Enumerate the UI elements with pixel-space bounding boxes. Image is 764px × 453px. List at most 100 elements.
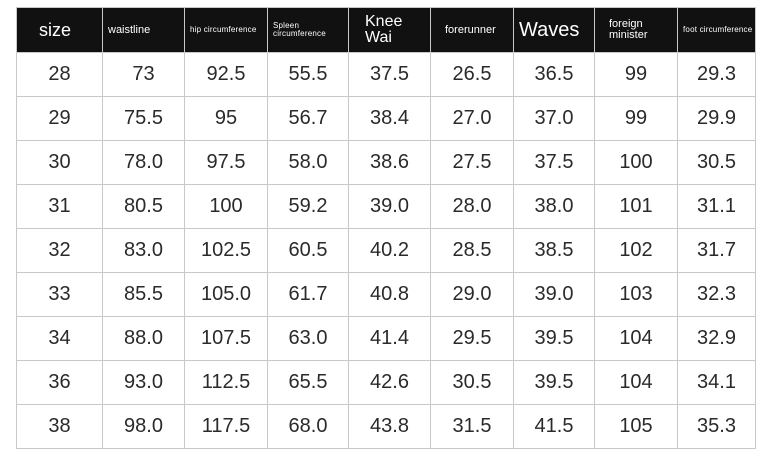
- cell-waistline: 83.0: [102, 228, 185, 273]
- header-forerunner: forerunner: [430, 7, 514, 53]
- cell-waves: 37.5: [513, 140, 595, 185]
- cell-waves: 39.5: [513, 360, 595, 405]
- cell-foreign-minister: 101: [594, 184, 678, 229]
- cell-forerunner: 30.5: [430, 360, 514, 405]
- cell-foreign-minister: 100: [594, 140, 678, 185]
- table-row: 34 88.0 107.5 63.0 41.4 29.5 39.5 104 32.9: [16, 316, 756, 361]
- cell-waistline: 98.0: [102, 404, 185, 449]
- header-waves: Waves: [513, 7, 595, 53]
- cell-size: 29: [16, 96, 103, 141]
- cell-foreign-minister: 99: [594, 96, 678, 141]
- header-waistline: waistline: [102, 7, 185, 53]
- cell-size: 28: [16, 52, 103, 97]
- cell-waves: 39.5: [513, 316, 595, 361]
- cell-hip-circumference: 102.5: [184, 228, 268, 273]
- cell-foreign-minister: 104: [594, 316, 678, 361]
- table-row: 29 75.5 95 56.7 38.4 27.0 37.0 99 29.9: [16, 96, 756, 141]
- table-row: 38 98.0 117.5 68.0 43.8 31.5 41.5 105 35.3: [16, 404, 756, 449]
- cell-size: 33: [16, 272, 103, 317]
- cell-foreign-minister: 99: [594, 52, 678, 97]
- cell-waistline: 88.0: [102, 316, 185, 361]
- cell-forerunner: 28.5: [430, 228, 514, 273]
- cell-foot-circumference: 31.7: [677, 228, 756, 273]
- table-row: 28 73 92.5 55.5 37.5 26.5 36.5 99 29.3: [16, 52, 756, 97]
- cell-hip-circumference: 92.5: [184, 52, 268, 97]
- cell-spleen-circumference: 60.5: [267, 228, 349, 273]
- cell-foreign-minister: 102: [594, 228, 678, 273]
- cell-foot-circumference: 32.3: [677, 272, 756, 317]
- cell-knee-wai: 38.4: [348, 96, 431, 141]
- table-row: 33 85.5 105.0 61.7 40.8 29.0 39.0 103 32.3: [16, 272, 756, 317]
- cell-hip-circumference: 117.5: [184, 404, 268, 449]
- cell-size: 32: [16, 228, 103, 273]
- cell-foreign-minister: 105: [594, 404, 678, 449]
- cell-spleen-circumference: 55.5: [267, 52, 349, 97]
- table-row: 36 93.0 112.5 65.5 42.6 30.5 39.5 104 34.1: [16, 360, 756, 405]
- cell-waistline: 93.0: [102, 360, 185, 405]
- cell-spleen-circumference: 58.0: [267, 140, 349, 185]
- cell-forerunner: 28.0: [430, 184, 514, 229]
- cell-waves: 36.5: [513, 52, 595, 97]
- cell-spleen-circumference: 61.7: [267, 272, 349, 317]
- cell-foot-circumference: 30.5: [677, 140, 756, 185]
- cell-knee-wai: 40.2: [348, 228, 431, 273]
- cell-forerunner: 29.0: [430, 272, 514, 317]
- table-row: 31 80.5 100 59.2 39.0 28.0 38.0 101 31.1: [16, 184, 756, 229]
- cell-spleen-circumference: 65.5: [267, 360, 349, 405]
- cell-forerunner: 31.5: [430, 404, 514, 449]
- cell-spleen-circumference: 56.7: [267, 96, 349, 141]
- cell-size: 31: [16, 184, 103, 229]
- cell-foot-circumference: 32.9: [677, 316, 756, 361]
- size-chart-table: size waistline hip circumference Spleen …: [16, 7, 756, 449]
- cell-hip-circumference: 107.5: [184, 316, 268, 361]
- cell-knee-wai: 42.6: [348, 360, 431, 405]
- header-hip-circumference: hip circumference: [184, 7, 268, 53]
- cell-waves: 41.5: [513, 404, 595, 449]
- table-row: 30 78.0 97.5 58.0 38.6 27.5 37.5 100 30.5: [16, 140, 756, 185]
- cell-spleen-circumference: 63.0: [267, 316, 349, 361]
- cell-hip-circumference: 105.0: [184, 272, 268, 317]
- cell-foot-circumference: 29.3: [677, 52, 756, 97]
- cell-size: 38: [16, 404, 103, 449]
- cell-waistline: 80.5: [102, 184, 185, 229]
- cell-hip-circumference: 100: [184, 184, 268, 229]
- cell-waves: 38.0: [513, 184, 595, 229]
- cell-forerunner: 27.5: [430, 140, 514, 185]
- cell-spleen-circumference: 59.2: [267, 184, 349, 229]
- cell-spleen-circumference: 68.0: [267, 404, 349, 449]
- cell-foreign-minister: 104: [594, 360, 678, 405]
- cell-forerunner: 27.0: [430, 96, 514, 141]
- header-row: size waistline hip circumference Spleen …: [16, 7, 756, 53]
- cell-foot-circumference: 34.1: [677, 360, 756, 405]
- cell-knee-wai: 41.4: [348, 316, 431, 361]
- cell-forerunner: 29.5: [430, 316, 514, 361]
- cell-foreign-minister: 103: [594, 272, 678, 317]
- cell-waves: 37.0: [513, 96, 595, 141]
- cell-size: 36: [16, 360, 103, 405]
- cell-knee-wai: 37.5: [348, 52, 431, 97]
- cell-foot-circumference: 31.1: [677, 184, 756, 229]
- header-foot-circumference: foot circumference: [677, 7, 756, 53]
- cell-hip-circumference: 95: [184, 96, 268, 141]
- cell-foot-circumference: 35.3: [677, 404, 756, 449]
- cell-waistline: 85.5: [102, 272, 185, 317]
- cell-waves: 38.5: [513, 228, 595, 273]
- cell-waistline: 73: [102, 52, 185, 97]
- cell-size: 30: [16, 140, 103, 185]
- cell-knee-wai: 40.8: [348, 272, 431, 317]
- cell-foot-circumference: 29.9: [677, 96, 756, 141]
- cell-knee-wai: 39.0: [348, 184, 431, 229]
- table-row: 32 83.0 102.5 60.5 40.2 28.5 38.5 102 31.7: [16, 228, 756, 273]
- cell-hip-circumference: 112.5: [184, 360, 268, 405]
- header-foreign-minister: foreign minister: [594, 7, 678, 53]
- cell-forerunner: 26.5: [430, 52, 514, 97]
- header-knee-wai: Knee Wai: [348, 7, 431, 53]
- header-spleen-circumference: Spleen circumference: [267, 7, 349, 53]
- cell-waves: 39.0: [513, 272, 595, 317]
- cell-waistline: 75.5: [102, 96, 185, 141]
- cell-knee-wai: 38.6: [348, 140, 431, 185]
- cell-knee-wai: 43.8: [348, 404, 431, 449]
- cell-size: 34: [16, 316, 103, 361]
- header-size: size: [16, 7, 103, 53]
- cell-waistline: 78.0: [102, 140, 185, 185]
